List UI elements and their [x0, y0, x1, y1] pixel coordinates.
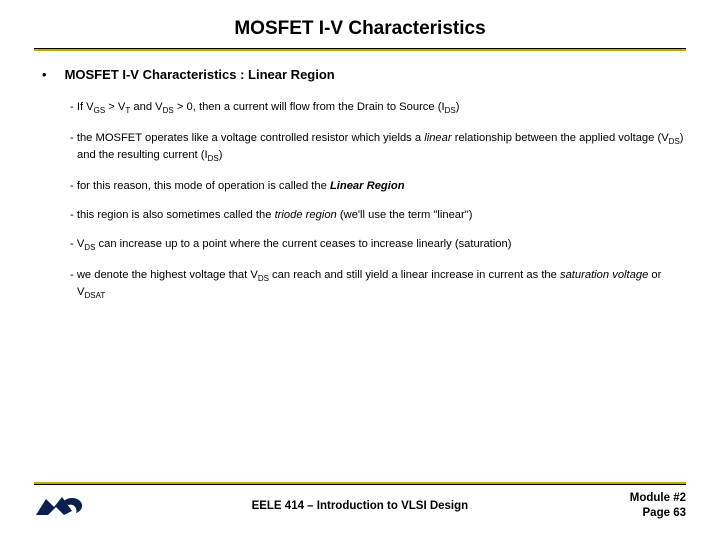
- section-heading: MOSFET I-V Characteristics : Linear Regi…: [65, 67, 335, 82]
- item-list: - If VGS > VT and VDS > 0, then a curren…: [42, 100, 686, 302]
- heading-row: • MOSFET I-V Characteristics : Linear Re…: [42, 67, 686, 84]
- slide-footer: EELE 414 – Introduction to VLSI Design M…: [34, 482, 686, 520]
- footer-row: EELE 414 – Introduction to VLSI Design M…: [34, 491, 686, 520]
- footer-underline: [34, 482, 686, 485]
- content-area: • MOSFET I-V Characteristics : Linear Re…: [34, 67, 686, 302]
- list-item: - the MOSFET operates like a voltage con…: [70, 131, 686, 165]
- list-item: - for this reason, this mode of operatio…: [70, 179, 686, 194]
- footer-module: Module #2: [630, 491, 686, 505]
- footer-page: Page 63: [630, 506, 686, 520]
- list-item: - this region is also sometimes called t…: [70, 208, 686, 223]
- list-item: - we denote the highest voltage that VDS…: [70, 268, 686, 302]
- slide-title: MOSFET I-V Characteristics: [34, 18, 686, 48]
- list-item: - VDS can increase up to a point where t…: [70, 237, 686, 254]
- logo-icon: [34, 493, 90, 519]
- footer-course: EELE 414 – Introduction to VLSI Design: [90, 500, 630, 512]
- list-item: - If VGS > VT and VDS > 0, then a curren…: [70, 100, 686, 117]
- title-underline: [34, 48, 686, 51]
- bullet-icon: •: [42, 67, 47, 84]
- slide: MOSFET I-V Characteristics • MOSFET I-V …: [0, 0, 720, 540]
- footer-meta: Module #2 Page 63: [630, 491, 686, 520]
